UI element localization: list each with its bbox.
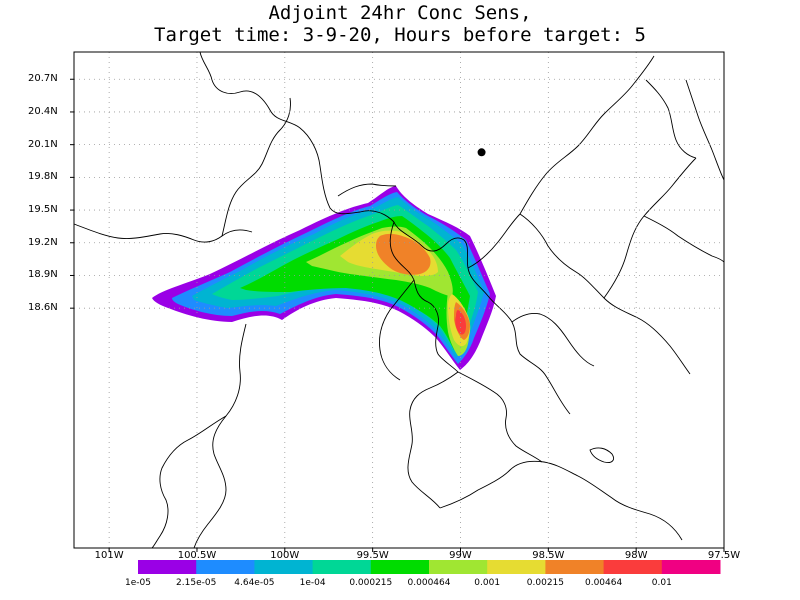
lon-tick-label: 99.5W <box>356 550 389 561</box>
colorbar-swatch <box>661 560 721 574</box>
boundary-line <box>519 55 655 215</box>
lat-lon-grid <box>74 52 725 548</box>
map-frame <box>73 51 725 549</box>
boundary-line <box>151 415 227 549</box>
boundary-line <box>221 97 291 237</box>
colorbar-swatch <box>370 560 430 574</box>
boundary-line <box>643 215 725 263</box>
boundary-line <box>519 213 691 375</box>
colorbar-label: 4.64e-05 <box>234 578 275 588</box>
boundary-line <box>511 313 595 367</box>
colorbar-swatch <box>603 560 663 574</box>
colorbar-label: 0.01 <box>651 578 672 588</box>
boundary-line <box>457 371 543 463</box>
colorbar-label: 1e-05 <box>125 578 151 588</box>
lon-tick-label: 100.5W <box>177 550 217 561</box>
colorbar-label: 0.001 <box>474 578 501 588</box>
boundary-line <box>393 221 571 415</box>
lon-tick-label: 100W <box>270 550 300 561</box>
colorbar-swatch <box>138 560 197 574</box>
colorbar-swatch <box>196 560 255 574</box>
lat-tick-label: 19.8N <box>28 171 58 183</box>
colorbar-swatch <box>254 560 314 574</box>
boundary-line <box>407 371 459 509</box>
boundary-line <box>467 213 521 269</box>
lat-tick-label: 19.5N <box>28 204 58 216</box>
lon-tick-label: 99W <box>449 550 472 561</box>
target-marker <box>477 148 486 157</box>
colorbar-swatch <box>487 560 546 574</box>
lat-tick-label: 19.2N <box>28 236 58 248</box>
boundary-line <box>645 79 697 159</box>
boundary-line <box>193 323 247 549</box>
colorbar-label: 0.000215 <box>349 578 393 588</box>
lat-tick-label: 20.7N <box>28 73 58 85</box>
boundary-line <box>73 223 253 243</box>
lon-tick-label: 97.5W <box>707 550 741 561</box>
lon-tick-label: 98W <box>624 550 648 561</box>
boundary-line <box>685 79 725 181</box>
lon-tick-label: 101W <box>94 550 124 561</box>
boundary-line <box>603 157 697 299</box>
lon-tick-label: 98.5W <box>532 550 565 561</box>
colorbar-label: 0.00464 <box>584 578 623 588</box>
boundary-line <box>199 51 395 223</box>
colorbar-label: 1e-04 <box>299 578 326 588</box>
boundary-line <box>337 183 397 197</box>
colorbar-label: 0.000464 <box>407 578 451 588</box>
colorbar-label: 2.15e-05 <box>176 578 217 588</box>
map-title-line2: Target time: 3-9-20, Hours before target… <box>154 24 646 46</box>
state-boundaries <box>73 51 725 549</box>
lat-tick-label: 18.9N <box>28 269 58 281</box>
boundary-line <box>389 221 459 373</box>
map-title-line1: Adjoint 24hr Conc Sens, <box>268 2 532 24</box>
contour-level-8 <box>376 233 470 340</box>
sensitivity-plume <box>152 186 496 370</box>
boundary-line <box>379 279 415 381</box>
colorbar <box>138 560 721 574</box>
colorbar-swatch <box>545 560 605 574</box>
lat-tick-label: 20.1N <box>28 138 58 150</box>
boundary-line <box>439 460 683 541</box>
colorbar-swatch <box>312 560 372 574</box>
lat-tick-label: 20.4N <box>28 105 58 117</box>
boundary-line <box>589 447 615 463</box>
target-marker-dot <box>477 148 486 157</box>
colorbar-label: 0.00215 <box>526 578 564 588</box>
lat-tick-label: 18.6N <box>28 302 58 314</box>
axis-ticks <box>70 78 725 552</box>
contour-level-7 <box>340 230 471 347</box>
colorbar-swatch <box>429 560 488 574</box>
